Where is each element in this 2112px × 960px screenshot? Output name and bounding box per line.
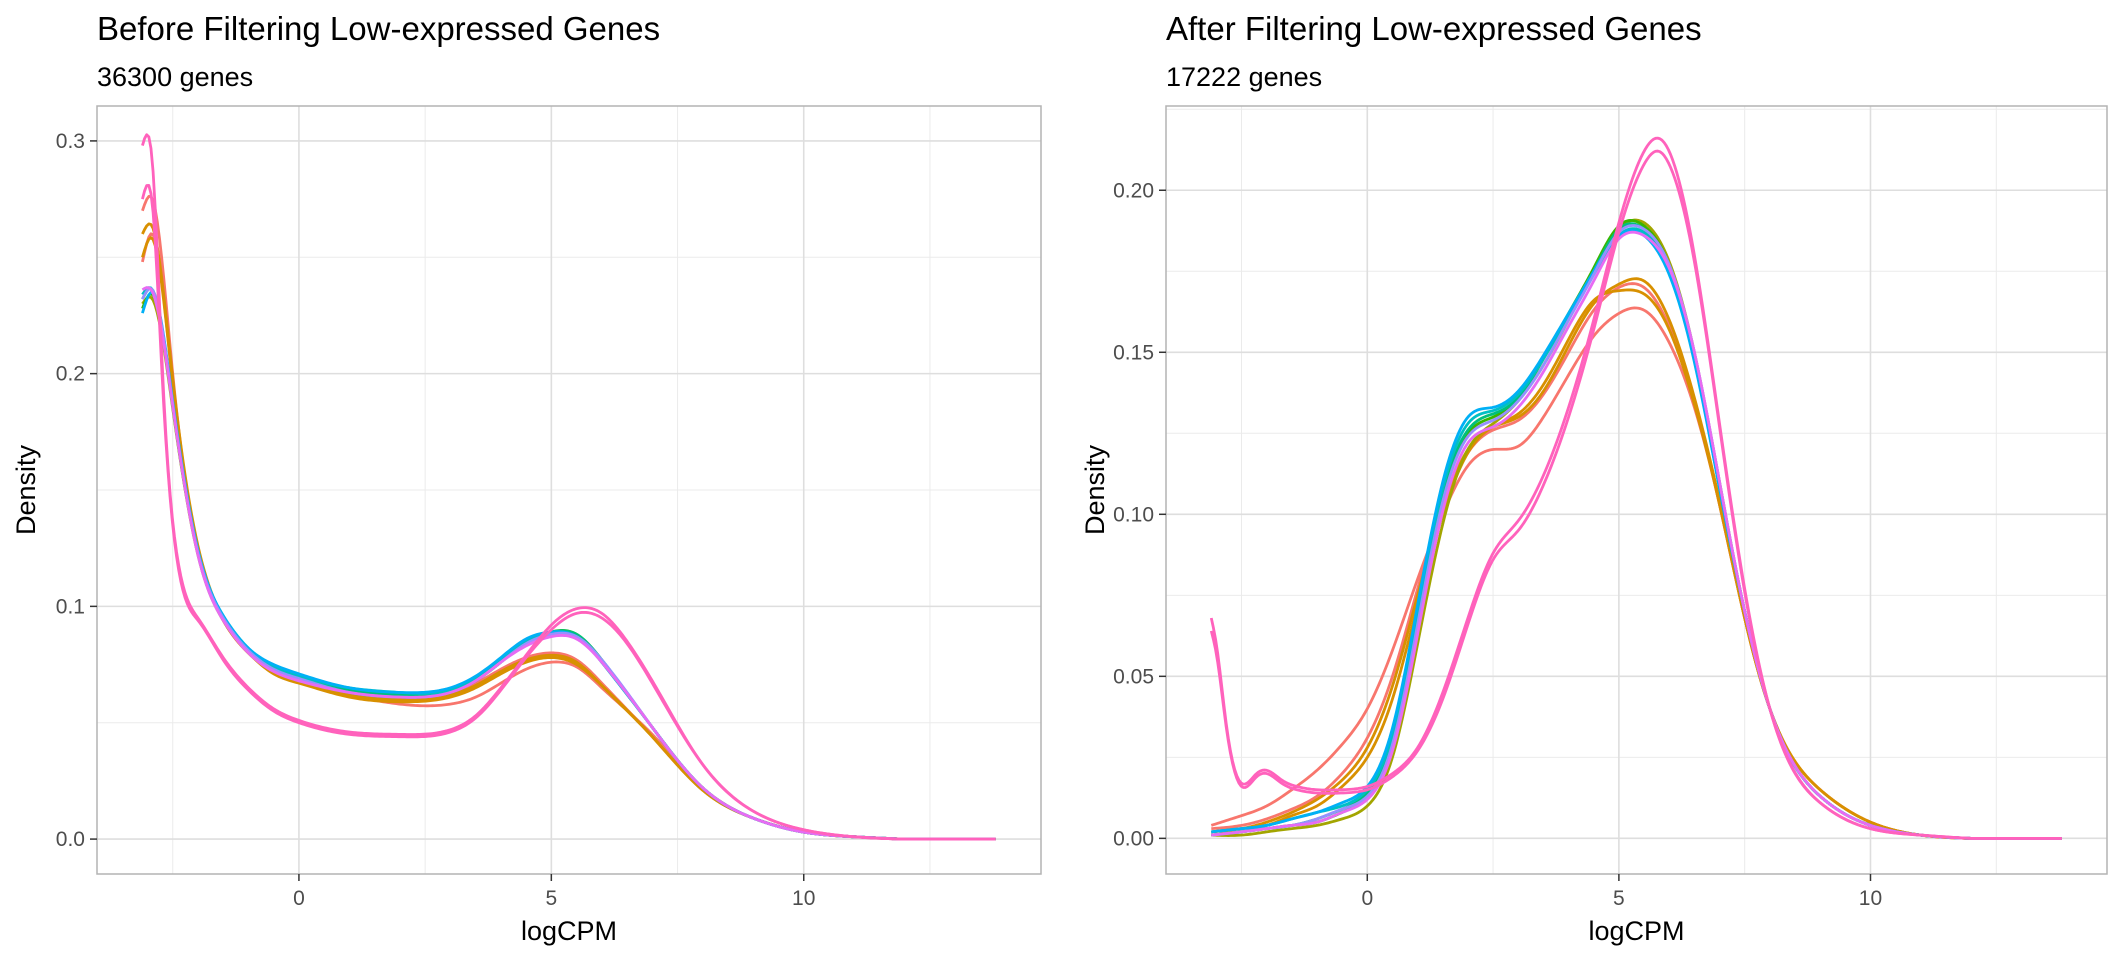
x-tick-label: 0 [1361,887,1373,910]
y-tick-label: 0.0 [56,828,85,851]
y-axis-label: Density [11,444,41,535]
panel-border [1165,105,2108,875]
panel-before-filtering: Before Filtering Low-expressed Genes 3630… [11,10,1042,946]
x-tick-label: 10 [792,887,815,910]
y-tick-label: 0.15 [1113,341,1154,364]
axes: 0 5 10 0.0 0.1 0.2 0.3 logCPM Density [11,130,815,946]
y-tick-label: 0.3 [56,130,85,153]
panel-border [96,105,1042,875]
y-tick-label: 0.00 [1113,827,1154,850]
chart-title: Before Filtering Low-expressed Genes [97,10,660,47]
gridlines [1166,106,2107,874]
y-tick-label: 0.1 [56,595,85,618]
x-tick-label: 5 [1613,887,1625,910]
y-tick-label: 0.2 [56,363,85,386]
y-axis-label: Density [1080,444,1110,535]
panel-after-filtering: After Filtering Low-expressed Genes 17222… [1080,10,2108,946]
x-tick-label: 5 [545,887,557,910]
x-tick-label: 0 [293,887,305,910]
series-group [1209,136,2062,840]
series-group [141,133,996,841]
chart-subtitle: 36300 genes [97,62,253,92]
density-line-13 [141,184,996,841]
x-axis-label: logCPM [1588,916,1684,946]
x-tick-label: 10 [1859,887,1882,910]
y-tick-label: 0.20 [1113,179,1154,202]
chart-subtitle: 17222 genes [1166,62,1322,92]
density-line-13 [1209,149,2062,840]
chart-title: After Filtering Low-expressed Genes [1166,10,1702,47]
y-tick-label: 0.05 [1113,665,1154,688]
x-axis-label: logCPM [521,916,617,946]
y-tick-label: 0.10 [1113,503,1154,526]
axes: 0 5 10 0.00 0.05 0.10 0.15 0.20 logCPM Density [1080,179,1882,946]
